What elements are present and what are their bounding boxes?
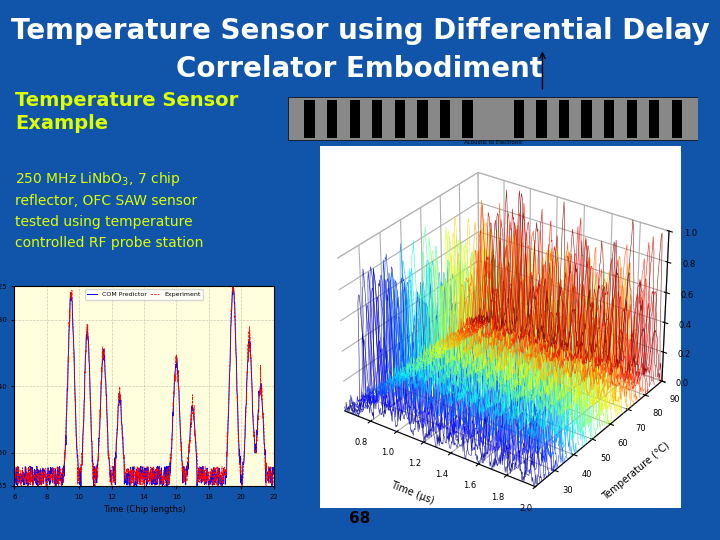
Bar <box>418 100 428 138</box>
Bar <box>604 100 614 138</box>
Experiment <box>161 481 170 488</box>
Bar <box>305 100 315 138</box>
Bar <box>372 100 382 138</box>
COM Predictor <box>176 415 184 421</box>
Experiment <box>27 482 35 488</box>
Bar <box>649 100 660 138</box>
Bar <box>288 97 698 140</box>
Y-axis label: Temperature (°C): Temperature (°C) <box>600 440 671 502</box>
COM Predictor <box>33 483 42 489</box>
Bar <box>350 100 360 138</box>
Experiment <box>17 483 25 489</box>
Line: COM Predictor: COM Predictor <box>14 286 274 486</box>
Legend: COM Predictor, Experiment: COM Predictor, Experiment <box>85 289 203 300</box>
COM Predictor <box>234 428 243 435</box>
Bar <box>536 100 546 138</box>
COM Predictor <box>10 475 19 482</box>
Bar <box>672 100 682 138</box>
X-axis label: Time (Chip lengths): Time (Chip lengths) <box>103 505 185 514</box>
Bar <box>462 100 472 138</box>
Bar <box>626 100 636 138</box>
Text: Acoustic to Electronic: Acoustic to Electronic <box>464 140 523 145</box>
Text: 250 MHz LiNbO$_3$, 7 chip
reflector, OFC SAW sensor
tested using temperature
con: 250 MHz LiNbO$_3$, 7 chip reflector, OFC… <box>15 170 204 249</box>
COM Predictor <box>229 283 238 289</box>
COM Predictor <box>26 479 35 485</box>
Bar <box>395 100 405 138</box>
Experiment <box>168 437 176 444</box>
Bar <box>559 100 569 138</box>
Bar <box>327 100 337 138</box>
Experiment <box>269 465 278 471</box>
COM Predictor <box>168 430 176 436</box>
COM Predictor <box>207 476 215 482</box>
Bar <box>514 100 524 138</box>
COM Predictor <box>161 475 170 482</box>
Bar <box>582 100 592 138</box>
Experiment <box>234 438 243 445</box>
Experiment <box>228 283 237 289</box>
Experiment <box>207 467 215 473</box>
Bar <box>440 100 450 138</box>
X-axis label: Time (μs): Time (μs) <box>390 480 436 507</box>
Line: Experiment: Experiment <box>14 286 274 486</box>
Experiment <box>176 415 184 422</box>
Text: Correlator Embodiment: Correlator Embodiment <box>176 56 544 84</box>
Text: Temperature Sensor
Example: Temperature Sensor Example <box>15 91 238 133</box>
Text: 68: 68 <box>349 511 371 526</box>
Text: Temperature Sensor using Differential Delay: Temperature Sensor using Differential De… <box>11 17 709 45</box>
Experiment <box>10 469 19 475</box>
COM Predictor <box>269 464 278 471</box>
